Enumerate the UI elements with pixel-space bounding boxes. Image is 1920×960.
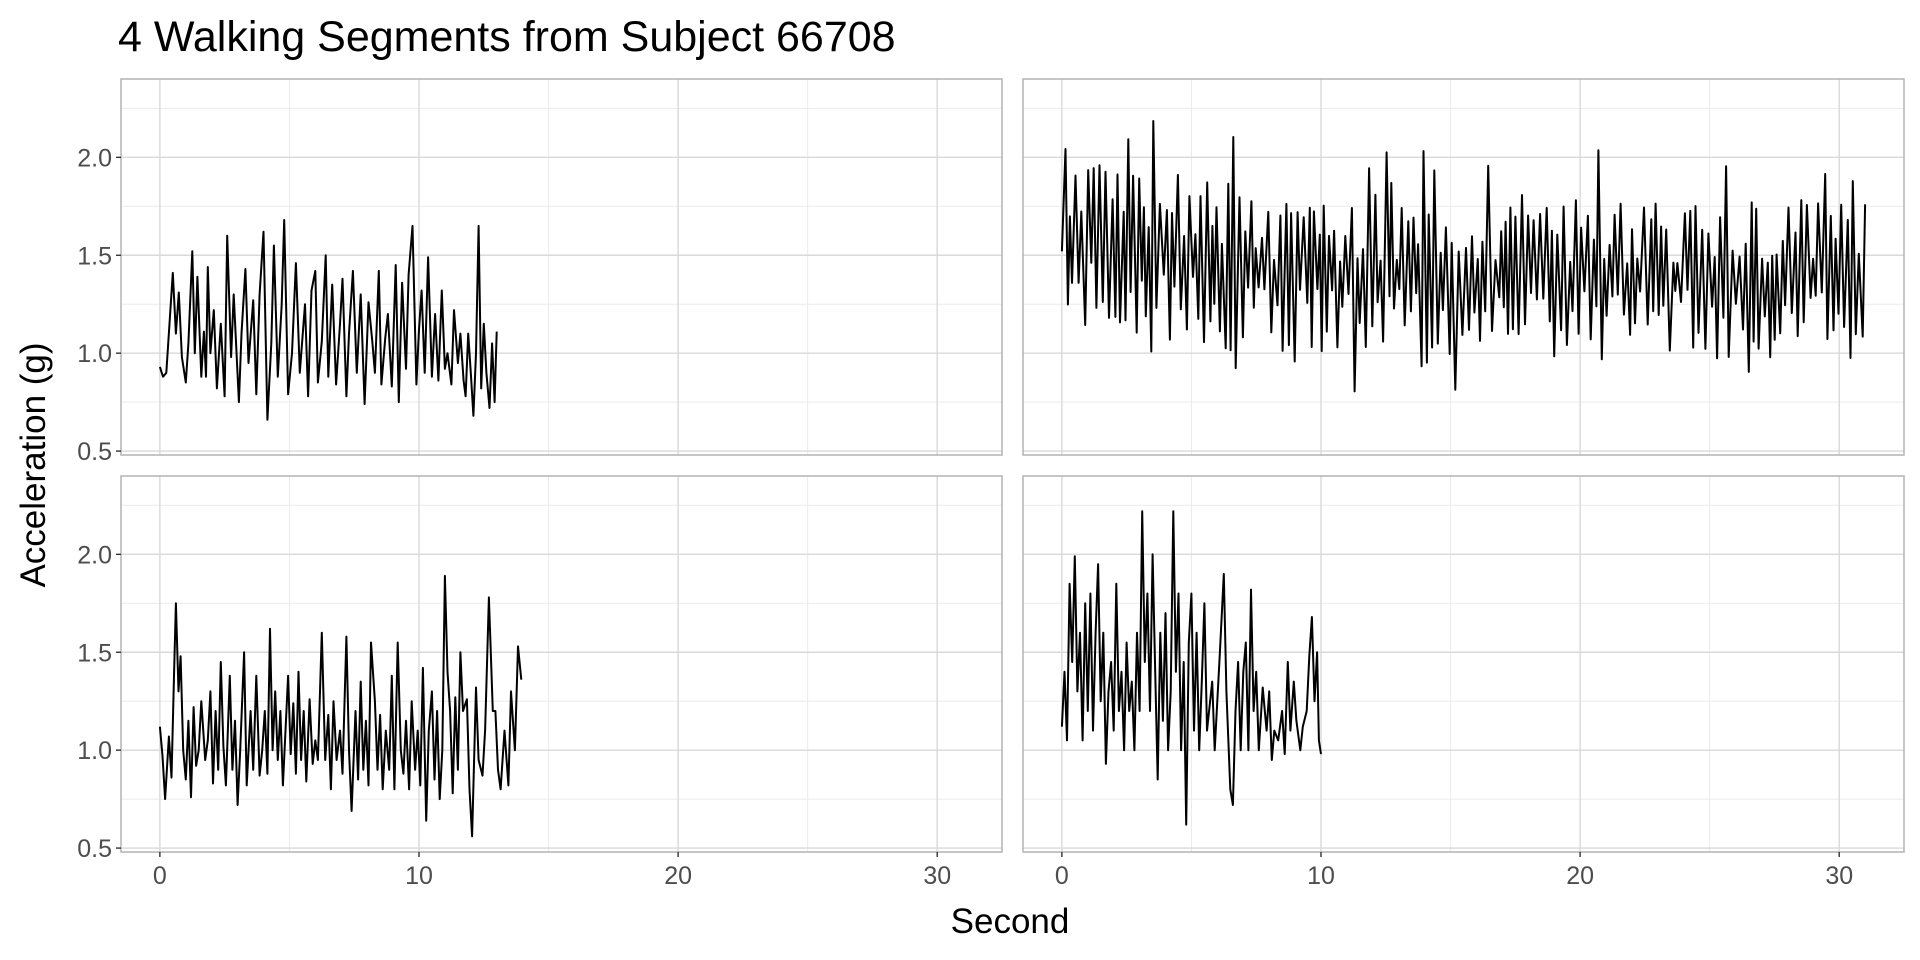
x-tick-label: 20 (664, 862, 692, 890)
panel-border (120, 78, 1003, 456)
y-axis-ticks: 0.5 1.0 1.5 2.0 0.5 1.0 1.5 2.0 (77, 144, 121, 863)
y-tick-label: 1.5 (77, 639, 112, 667)
y-tick-label: 2.0 (77, 541, 112, 569)
x-tick-label: 10 (1307, 862, 1335, 890)
acceleration-line-panel-2 (1060, 120, 1867, 393)
panel-border (1022, 78, 1905, 456)
x-axis-ticks: 0 10 20 30 0 10 20 30 (153, 852, 1853, 890)
x-tick-label: 10 (405, 862, 433, 890)
acceleration-line-panel-4 (1060, 510, 1322, 826)
x-tick-label: 30 (1825, 862, 1853, 890)
facet-panels (120, 78, 1905, 853)
panel-border (120, 475, 1003, 853)
y-tick-label: 0.5 (77, 835, 112, 863)
facet-panel-4 (1022, 475, 1905, 853)
facet-panel-3 (120, 475, 1003, 853)
y-tick-label: 2.0 (77, 144, 112, 172)
y-tick-label: 1.5 (77, 242, 112, 270)
x-tick-label: 0 (1055, 862, 1069, 890)
x-tick-label: 30 (923, 862, 951, 890)
x-tick-label: 0 (153, 862, 167, 890)
chart-title: 4 Walking Segments from Subject 66708 (118, 13, 896, 61)
y-axis-label: Acceleration (g) (14, 342, 53, 587)
acceleration-line-panel-3 (158, 574, 523, 838)
panel-border (1022, 475, 1905, 853)
x-axis-label: Second (951, 902, 1070, 941)
x-tick-label: 20 (1566, 862, 1594, 890)
acceleration-line-panel-1 (158, 219, 498, 421)
facet-panel-2 (1022, 78, 1905, 456)
facet-panel-1 (120, 78, 1003, 456)
y-tick-label: 0.5 (77, 438, 112, 466)
y-tick-label: 1.0 (77, 340, 112, 368)
y-tick-label: 1.0 (77, 737, 112, 765)
